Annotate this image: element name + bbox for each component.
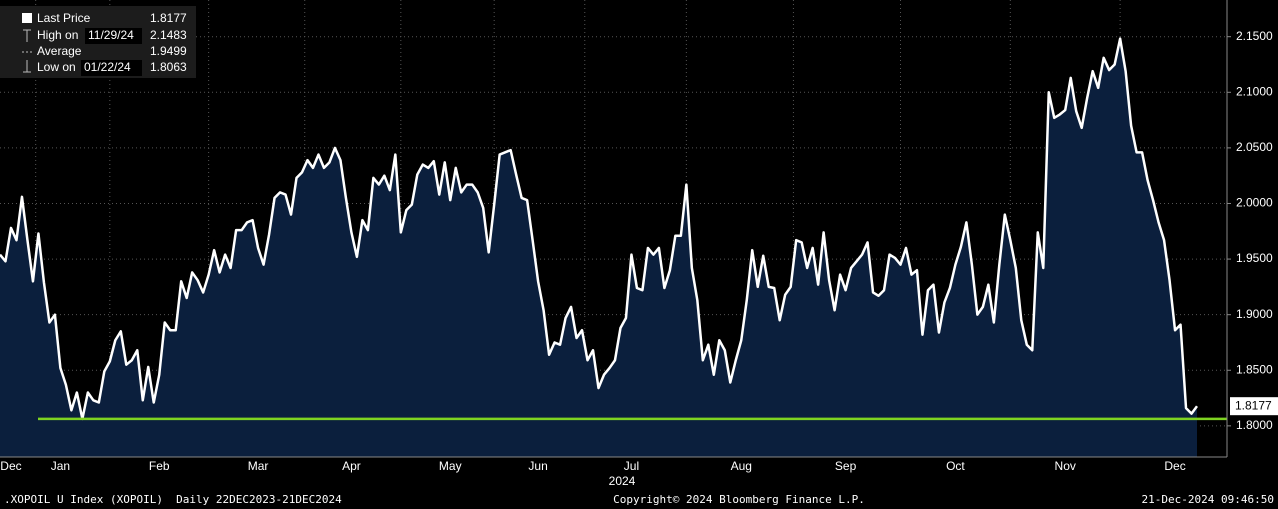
footer-left: .XOPOIL U Index (XOPOIL) Daily 22DEC2023… bbox=[4, 493, 342, 506]
legend-label: Low on bbox=[37, 60, 76, 74]
legend-date-box bbox=[85, 28, 142, 44]
x-tick-label: Feb bbox=[149, 459, 170, 473]
year-label: 2024 bbox=[609, 474, 636, 488]
legend-date: 11/29/24 bbox=[88, 28, 134, 42]
legend-swatch bbox=[22, 13, 32, 23]
x-tick-label: Jun bbox=[528, 459, 547, 473]
y-tick-label: 2.1500 bbox=[1236, 29, 1273, 43]
footer-center: Copyright© 2024 Bloomberg Finance L.P. bbox=[613, 493, 865, 506]
legend-value: 2.1483 bbox=[150, 28, 187, 42]
x-tick-label: Dec bbox=[1164, 459, 1185, 473]
y-tick-label: 2.0500 bbox=[1236, 140, 1273, 154]
legend-value: 1.9499 bbox=[150, 44, 187, 58]
x-tick-label: Jan bbox=[51, 459, 70, 473]
y-tick-label: 1.8000 bbox=[1236, 418, 1273, 432]
x-tick-label: May bbox=[439, 459, 462, 473]
area bbox=[0, 38, 1197, 457]
y-tick-label: 2.0000 bbox=[1236, 196, 1273, 210]
legend-label: Average bbox=[37, 44, 82, 58]
x-tick-label: Apr bbox=[342, 459, 361, 473]
last-price-label: 1.8177 bbox=[1235, 398, 1272, 412]
legend-value: 1.8177 bbox=[150, 11, 187, 25]
legend-date: 01/22/24 bbox=[84, 60, 131, 74]
legend-value: 1.8063 bbox=[150, 60, 187, 74]
x-tick-label: Oct bbox=[946, 459, 965, 473]
x-tick-label: Nov bbox=[1055, 459, 1076, 473]
legend: Last Price 1.8177 High on 11/29/24 2.148… bbox=[0, 6, 196, 78]
footer-right: 21-Dec-2024 09:46:50 bbox=[1142, 493, 1274, 506]
legend-label: Last Price bbox=[37, 11, 91, 25]
legend-date-box bbox=[81, 60, 142, 76]
x-tick-label: Aug bbox=[731, 459, 752, 473]
last-price-tag bbox=[1230, 397, 1278, 416]
x-tick-label: Mar bbox=[248, 459, 269, 473]
line bbox=[0, 37, 1199, 421]
y-tick-label: 1.9000 bbox=[1236, 307, 1273, 321]
x-tick-label: Jul bbox=[624, 459, 639, 473]
y-tick-label: 1.9500 bbox=[1236, 251, 1273, 265]
y-tick-label: 1.8500 bbox=[1236, 362, 1273, 376]
x-tick-label: Dec bbox=[0, 459, 21, 473]
legend-label: High on bbox=[37, 28, 78, 42]
y-tick-label: 2.1000 bbox=[1236, 84, 1273, 98]
x-tick-label: Sep bbox=[835, 459, 857, 473]
